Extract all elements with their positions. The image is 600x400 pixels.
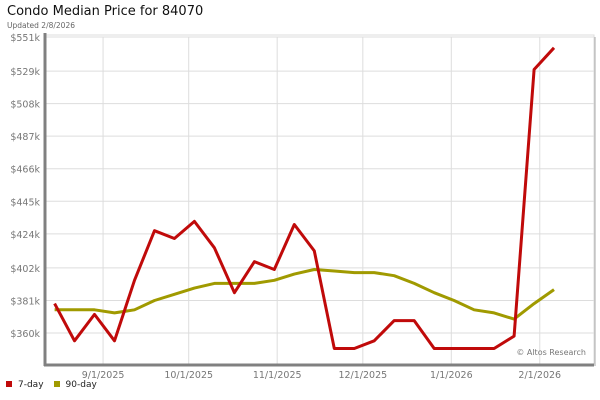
legend-item-90-day[interactable]: 90-day: [53, 380, 97, 390]
x-tick-label: 12/1/2025: [338, 370, 387, 381]
x-tick-label: 2/1/2026: [518, 370, 561, 381]
legend-swatch-7-day: [6, 381, 12, 387]
y-tick-label: $466k: [10, 165, 40, 176]
chart-title: Condo Median Price for 84070: [7, 4, 204, 19]
chart-subtitle: Updated 2/8/2026: [7, 21, 75, 30]
y-tick-label: $529k: [10, 67, 40, 78]
y-tick-label: $508k: [10, 100, 40, 111]
y-tick-label: $487k: [10, 132, 40, 143]
y-tick-label: $551k: [10, 33, 40, 44]
series-line-90-day: [54, 268, 555, 321]
legend: 7-day 90-day: [6, 380, 97, 390]
copyright-annotation: © Altos Research: [516, 348, 586, 357]
y-tick-label: $381k: [10, 296, 40, 307]
y-tick-label: $424k: [10, 230, 40, 241]
legend-swatch-90-day: [53, 381, 60, 387]
y-tick-label: $402k: [10, 264, 40, 275]
legend-label: 90-day: [65, 380, 97, 390]
x-tick-label: 9/1/2025: [82, 370, 125, 381]
legend-label: 7-day: [18, 380, 44, 390]
x-tick-label: 10/1/2025: [164, 370, 213, 381]
x-tick-label: 1/1/2026: [430, 370, 473, 381]
y-tick-label: $360k: [10, 329, 40, 340]
series-line-7-day: [53, 46, 556, 350]
plot-area: [45, 34, 595, 365]
y-tick-label: $445k: [10, 197, 40, 208]
x-tick-label: 11/1/2025: [253, 370, 302, 381]
legend-item-7-day[interactable]: 7-day: [6, 380, 44, 390]
